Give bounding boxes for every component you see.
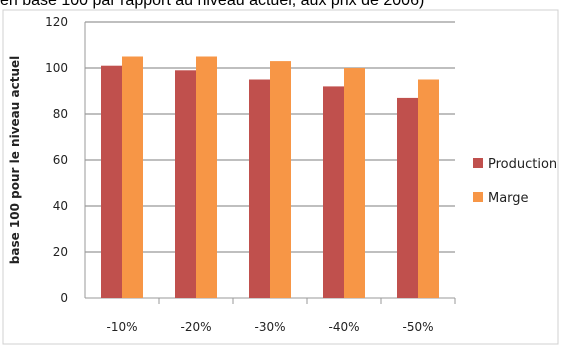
- y-tick-labels: 0 20 40 60 80 100 120: [45, 15, 68, 305]
- chart-title: en base 100 par rapport au niveau actuel…: [0, 0, 425, 9]
- bar-marge: [418, 79, 439, 298]
- bar-marge: [344, 68, 365, 298]
- y-tick-label: 20: [53, 245, 68, 259]
- x-tick-label: -30%: [254, 320, 285, 334]
- y-tick-label: 60: [53, 153, 68, 167]
- y-axis-label: base 100 pour le niveau actuel: [8, 56, 22, 264]
- bar-production: [249, 79, 270, 298]
- y-tick-label: 100: [45, 61, 68, 75]
- bar-marge: [122, 56, 143, 298]
- bar-marge: [270, 61, 291, 298]
- x-tick-label: -40%: [328, 320, 359, 334]
- legend: Production Marge: [473, 157, 557, 206]
- x-tick-label: -10%: [106, 320, 137, 334]
- x-tick-labels: -10% -20% -30% -40% -50%: [106, 320, 433, 334]
- bars: [101, 56, 439, 299]
- y-tick-label: 0: [60, 291, 68, 305]
- bar-production: [101, 65, 122, 298]
- y-tick-label: 120: [45, 15, 68, 29]
- bar-production: [175, 70, 196, 298]
- legend-swatch: [473, 192, 483, 202]
- x-tick-label: -50%: [402, 320, 433, 334]
- bar-marge: [196, 56, 217, 298]
- chart-border: [2, 9, 559, 345]
- bar-production: [397, 97, 418, 299]
- y-tick-label: 80: [53, 107, 68, 121]
- legend-label: Marge: [488, 191, 529, 206]
- bar-production: [323, 86, 344, 299]
- x-tick-label: -20%: [180, 320, 211, 334]
- y-tick-label: 40: [53, 199, 68, 213]
- legend-swatch: [473, 158, 483, 168]
- legend-label: Production: [488, 157, 557, 172]
